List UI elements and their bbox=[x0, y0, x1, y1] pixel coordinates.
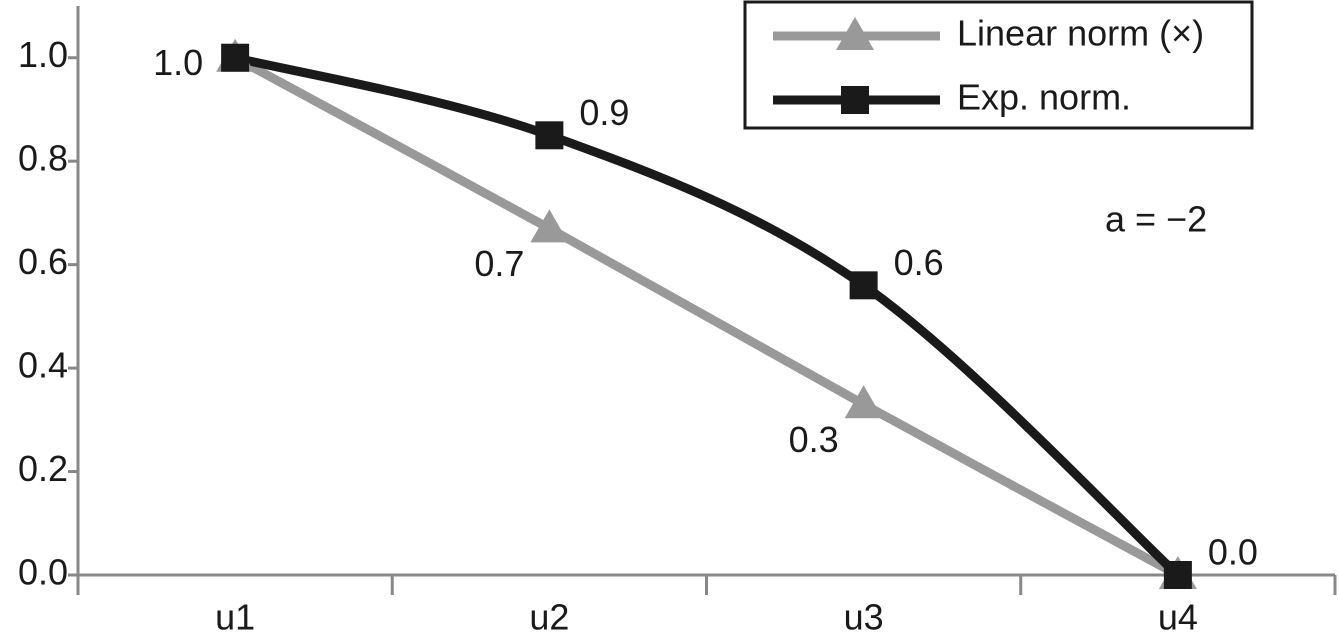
data-point bbox=[849, 271, 878, 300]
data-label: 0.0 bbox=[1208, 532, 1258, 573]
y-tick-label: 0.6 bbox=[18, 241, 68, 282]
data-point bbox=[844, 385, 883, 419]
y-tick-label: 1.0 bbox=[18, 34, 68, 75]
data-point bbox=[535, 121, 564, 150]
x-tick-label: u3 bbox=[844, 597, 884, 638]
legend-box bbox=[743, 0, 1254, 130]
legend-label: Exp. norm. bbox=[957, 77, 1131, 118]
data-point bbox=[530, 209, 569, 243]
data-label: 0.3 bbox=[789, 419, 839, 460]
x-tick-label: u2 bbox=[529, 597, 569, 638]
y-tick-label: 0.0 bbox=[18, 552, 68, 593]
legend-marker bbox=[836, 17, 874, 50]
data-label: 1.0 bbox=[153, 42, 203, 83]
data-point bbox=[221, 43, 250, 72]
data-label: 0.7 bbox=[474, 243, 524, 284]
y-tick-label: 0.8 bbox=[18, 138, 68, 179]
series-line bbox=[234, 53, 1181, 579]
series-line bbox=[232, 53, 1181, 579]
annotation: a = −2 bbox=[1105, 199, 1207, 240]
y-tick-label: 0.4 bbox=[18, 345, 68, 386]
x-tick-label: u4 bbox=[1158, 597, 1198, 638]
legend-label: Linear norm (×) bbox=[957, 13, 1204, 54]
legend-marker bbox=[841, 86, 869, 114]
y-tick-label: 0.2 bbox=[18, 448, 68, 489]
x-tick-label: u1 bbox=[215, 597, 255, 638]
data-point bbox=[1163, 561, 1192, 589]
data-label: 0.9 bbox=[579, 92, 629, 133]
data-label: 0.6 bbox=[894, 242, 944, 283]
